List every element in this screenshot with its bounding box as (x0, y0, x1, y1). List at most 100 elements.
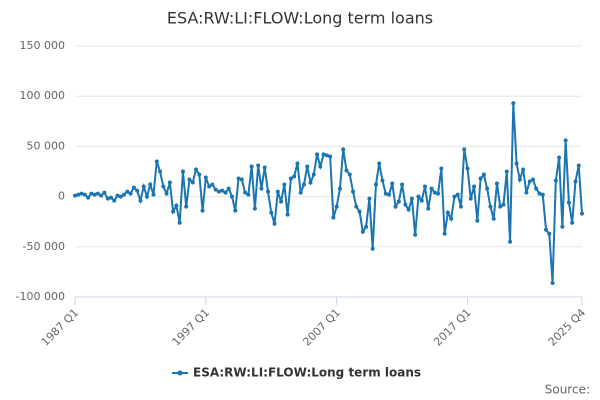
point (135, 188, 140, 193)
point (125, 189, 130, 194)
point (223, 190, 228, 195)
point (138, 198, 143, 203)
point (288, 176, 293, 181)
point (131, 185, 136, 190)
point (517, 177, 522, 182)
point (174, 203, 179, 208)
point (99, 193, 104, 198)
point (331, 215, 336, 220)
point (233, 208, 238, 213)
point (203, 175, 208, 180)
point (370, 246, 375, 251)
point (164, 191, 169, 196)
point (73, 193, 77, 198)
point (180, 169, 185, 174)
legend-marker (177, 370, 183, 376)
point (321, 152, 326, 157)
point (122, 192, 127, 197)
point (544, 227, 549, 232)
point (351, 189, 356, 194)
point (141, 184, 146, 189)
point (472, 184, 477, 189)
point (357, 209, 362, 214)
point (377, 161, 382, 166)
point (445, 210, 450, 215)
point (508, 239, 513, 244)
point (272, 221, 277, 226)
point (347, 172, 352, 177)
point (301, 182, 306, 187)
point (557, 155, 562, 160)
point (563, 138, 568, 143)
x-tick-label: 1997 Q1 (170, 306, 213, 349)
point (115, 193, 120, 198)
point (256, 163, 261, 168)
point (580, 211, 584, 216)
point (226, 186, 231, 191)
point (92, 192, 97, 197)
point (432, 190, 437, 195)
point (239, 177, 244, 182)
point (429, 186, 434, 191)
point (573, 179, 578, 184)
x-tick-label: 2017 Q1 (431, 306, 474, 349)
point (161, 184, 166, 189)
point (194, 167, 199, 172)
point (406, 207, 411, 212)
point (236, 176, 241, 181)
point (102, 190, 107, 195)
y-tick-label: 100 000 (20, 89, 66, 102)
point (197, 172, 202, 177)
chart-title: ESA:RW:LI:FLOW:Long term loans (167, 9, 433, 28)
point (504, 169, 509, 174)
point (282, 182, 287, 187)
y-tick-label: -50 000 (23, 240, 65, 253)
point (494, 181, 499, 186)
point (498, 204, 503, 209)
point (262, 165, 267, 170)
point (550, 280, 555, 285)
point (481, 172, 486, 177)
point (449, 216, 454, 221)
point (213, 187, 218, 192)
point (514, 161, 519, 166)
point (478, 176, 483, 181)
series-line (74, 103, 583, 284)
point (387, 192, 392, 197)
point (553, 178, 558, 183)
point (128, 191, 133, 196)
point (390, 181, 395, 186)
point (540, 192, 545, 197)
point (403, 202, 408, 207)
point (220, 188, 225, 193)
point (200, 208, 205, 213)
point (337, 186, 342, 191)
point (95, 191, 100, 196)
point (367, 196, 372, 201)
point (501, 202, 506, 207)
point (318, 164, 323, 169)
point (112, 198, 117, 203)
point (315, 152, 320, 157)
point (475, 218, 480, 223)
point (380, 178, 385, 183)
point (324, 153, 329, 158)
point (187, 177, 192, 182)
point (439, 166, 444, 171)
point (82, 192, 87, 197)
point (171, 209, 176, 214)
point (328, 154, 333, 159)
point (154, 159, 159, 164)
point (465, 166, 470, 171)
point (344, 168, 349, 173)
point (341, 147, 346, 152)
point (79, 191, 84, 196)
point (295, 161, 300, 166)
point (521, 167, 526, 172)
point (265, 189, 270, 194)
point (158, 169, 163, 174)
x-tick-label: 2025 Q4 (546, 306, 589, 349)
point (462, 147, 467, 152)
point (354, 204, 359, 209)
